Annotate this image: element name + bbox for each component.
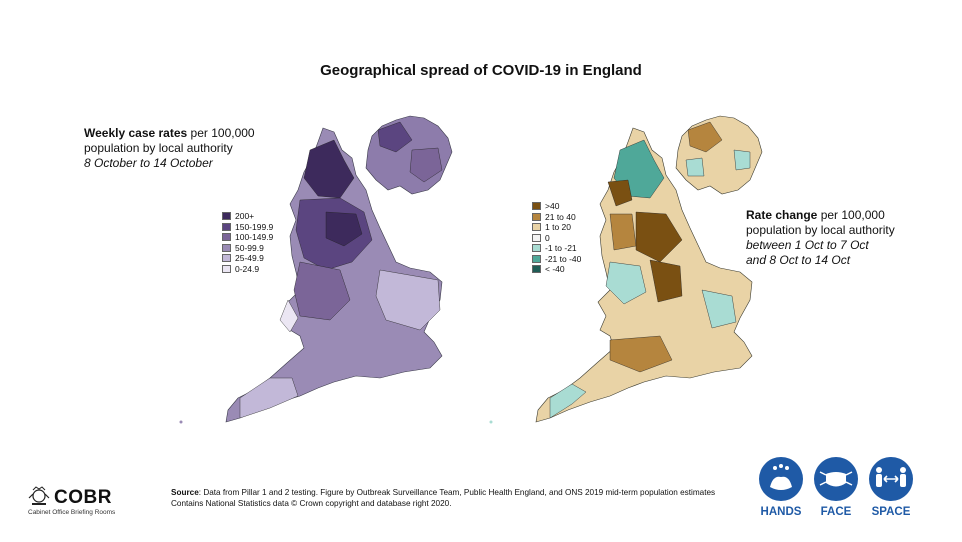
source-copyright: Contains National Statistics data © Crow… <box>171 499 452 508</box>
rate-change-map <box>489 115 763 424</box>
rate-change-legend-label: 0 <box>545 232 550 243</box>
figure-title: Geographical spread of COVID-19 in Engla… <box>320 62 642 79</box>
rate-change-legend-swatch <box>532 233 541 242</box>
hands-label: HANDS <box>760 506 802 518</box>
cobr-logo-text: COBR <box>54 487 112 508</box>
midlands-teal-right <box>605 261 647 305</box>
case-rate-legend-item: 0-24.9 <box>222 264 273 275</box>
rate-change-legend-item: 0 <box>532 233 581 244</box>
rate-change-legend-swatch <box>532 265 541 274</box>
north-west-right <box>609 213 637 251</box>
cobr-logo-subtitle: Cabinet Office Briefing Rooms <box>28 509 116 516</box>
case-rate-legend: 200+ 150-199.9 100-149.9 50-99.9 25-49.9 0-24… <box>222 211 273 274</box>
midlands-east-right <box>649 259 683 303</box>
case-rate-legend-swatch <box>222 264 231 273</box>
case-rate-legend-item: 150-199.9 <box>222 222 273 233</box>
rate-change-legend-swatch <box>532 212 541 221</box>
cumbria-right <box>607 179 633 207</box>
case-rate-legend-swatch <box>222 254 231 263</box>
case-rate-legend-swatch <box>222 222 231 231</box>
right-heading-bold: Rate change <box>746 208 818 222</box>
case-rate-map <box>179 115 453 424</box>
midlands-west-left <box>293 261 351 321</box>
hands-washing-icon <box>770 464 792 490</box>
rate-change-legend-label: >40 <box>545 201 560 212</box>
face-label: FACE <box>820 506 852 518</box>
scilly-isles-right <box>489 420 493 424</box>
case-rate-legend-swatch <box>222 212 231 221</box>
case-rate-legend-label: 0-24.9 <box>235 263 260 274</box>
left-heading-rest: per 100,000 <box>187 126 255 140</box>
face-badge <box>814 457 858 501</box>
case-rate-legend-swatch <box>222 233 231 242</box>
left-line2: population by local authority <box>84 141 233 155</box>
london-east-right <box>733 149 751 171</box>
source-note: Source: Data from Pillar 1 and 2 testing… <box>171 487 731 509</box>
left-panel-caption: Weekly case rates per 100,000 population… <box>84 126 294 171</box>
rate-change-legend-item: < -40 <box>532 264 581 275</box>
rate-change-legend-item: -21 to -40 <box>532 254 581 265</box>
right-panel-caption: Rate change per 100,000 population by lo… <box>746 208 956 268</box>
yorkshire-core-left <box>325 211 363 247</box>
case-rate-legend-label: 25-49.9 <box>235 253 264 264</box>
space-badge <box>869 457 913 501</box>
rate-change-legend-swatch <box>532 223 541 232</box>
case-rate-legend-label: 150-199.9 <box>235 221 274 232</box>
london-east-left <box>409 147 443 183</box>
left-heading-bold: Weekly case rates <box>84 126 188 140</box>
rate-change-legend-swatch <box>532 244 541 253</box>
south-right <box>609 335 673 373</box>
case-rate-legend-item: 25-49.9 <box>222 253 273 264</box>
case-rate-legend-label: 50-99.9 <box>235 242 264 253</box>
source-label: Source <box>171 488 199 497</box>
london-west-right <box>685 157 705 177</box>
london-north-left <box>377 121 413 153</box>
face-mask-icon <box>819 471 853 487</box>
right-date-range-2: and 8 Oct to 14 Oct <box>746 253 851 267</box>
rate-change-legend-label: -21 to -40 <box>545 253 582 264</box>
rate-change-legend-swatch <box>532 254 541 263</box>
case-rate-legend-swatch <box>222 243 231 252</box>
yorkshire-core-right <box>635 211 683 263</box>
london-north-right <box>687 121 723 153</box>
rate-change-legend: >40 21 to 40 1 to 20 0 -1 to -21 -21 to -40 < … <box>532 201 581 275</box>
rate-change-legend-item: 1 to 20 <box>532 222 581 233</box>
rate-change-legend-label: 21 to 40 <box>545 211 576 222</box>
case-rate-legend-item: 50-99.9 <box>222 243 273 254</box>
east-region-left <box>375 269 441 331</box>
scilly-isles-left <box>179 420 183 424</box>
north-east-region-left <box>303 139 355 199</box>
space-label: SPACE <box>871 506 911 518</box>
south-west-left <box>239 377 299 419</box>
source-text: : Data from Pillar 1 and 2 testing. Figu… <box>198 488 716 497</box>
rate-change-legend-item: >40 <box>532 201 581 212</box>
case-rate-legend-label: 200+ <box>235 211 255 222</box>
rate-change-legend-item: 21 to 40 <box>532 212 581 223</box>
rate-change-legend-label: < -40 <box>545 264 565 275</box>
distance-icon <box>876 467 906 487</box>
right-line2: population by local authority <box>746 223 895 237</box>
rate-change-legend-swatch <box>532 202 541 211</box>
royal-crest-icon <box>28 486 50 505</box>
case-rate-legend-item: 100-149.9 <box>222 232 273 243</box>
rate-change-legend-label: -1 to -21 <box>545 243 577 254</box>
hands-badge <box>759 457 803 501</box>
rate-change-legend-label: 1 to 20 <box>545 222 571 233</box>
left-date-range: 8 October to 14 October <box>84 156 213 170</box>
case-rate-legend-label: 100-149.9 <box>235 232 274 243</box>
east-teal-right <box>701 289 737 329</box>
wales-border-left <box>279 299 299 333</box>
case-rate-legend-item: 200+ <box>222 211 273 222</box>
cornwall-right <box>549 383 587 419</box>
right-heading-rest: per 100,000 <box>817 208 885 222</box>
right-date-range-1: between 1 Oct to 7 Oct <box>746 238 869 252</box>
rate-change-legend-item: -1 to -21 <box>532 243 581 254</box>
